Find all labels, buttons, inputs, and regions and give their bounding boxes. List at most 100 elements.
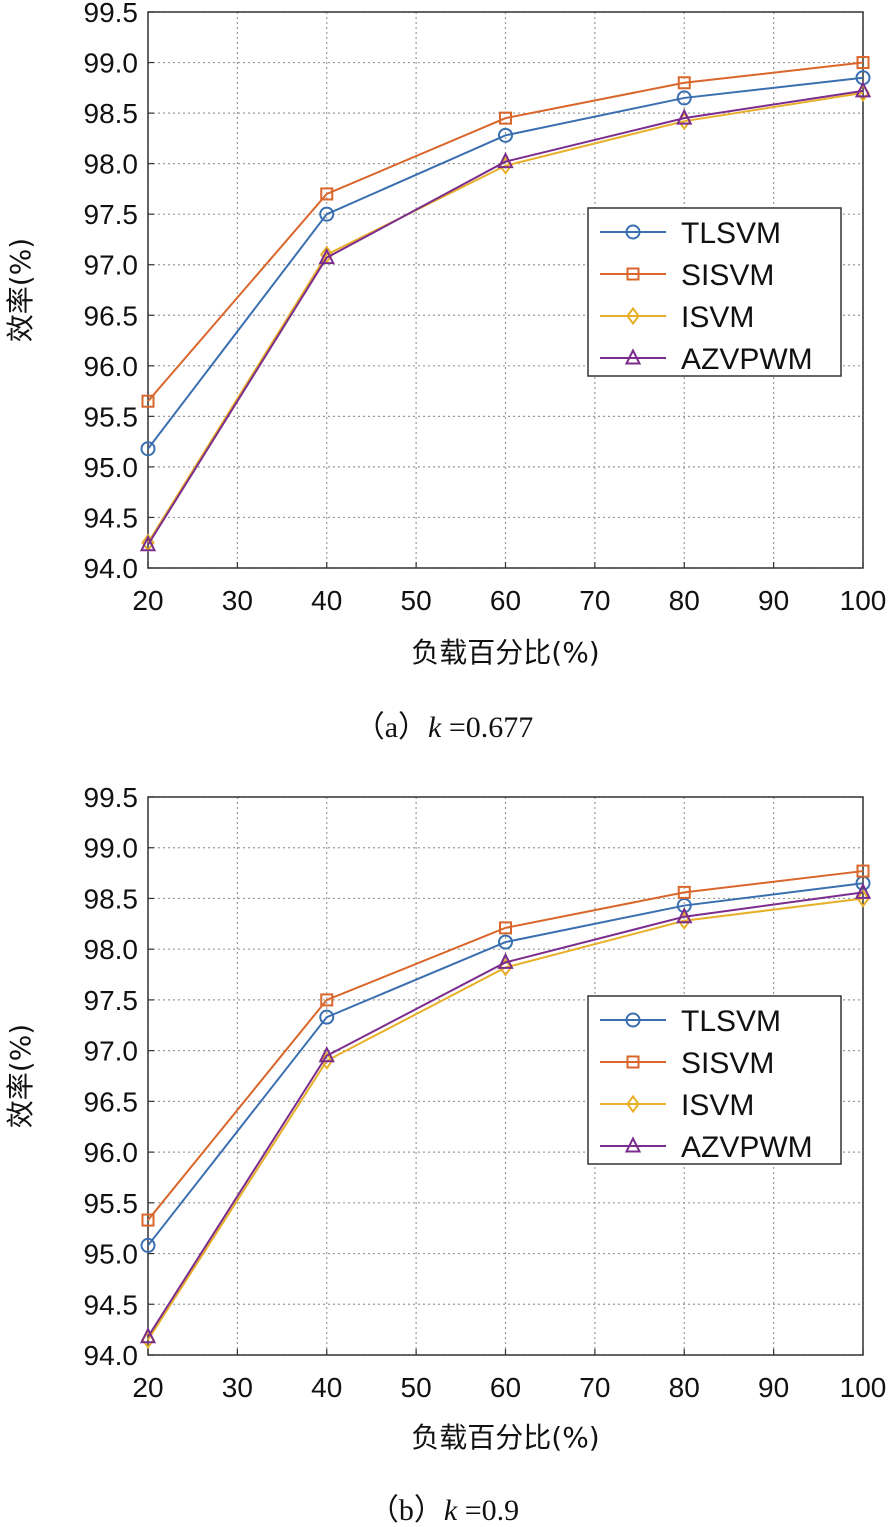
x-tick-label: 30 bbox=[222, 585, 253, 616]
legend-entry: TLSVM bbox=[600, 217, 781, 250]
x-tick-label: 100 bbox=[840, 1372, 887, 1403]
chart-panel-a: 20 30 40 50 60 70 80 90 100 94.0 94.5 95.0 95.5 96.0 9… bbox=[4, 0, 886, 744]
y-tick-label: 96.5 bbox=[84, 300, 139, 331]
figure-caption: （a）k =0.677 bbox=[355, 711, 534, 744]
legend-entry: ISVM bbox=[600, 301, 754, 334]
data-point bbox=[318, 1045, 335, 1063]
y-tick-label: 97.0 bbox=[84, 250, 139, 281]
series-sisvm bbox=[141, 864, 870, 1227]
series-line bbox=[147, 76, 864, 450]
data-point bbox=[498, 127, 513, 143]
x-tick-label: 20 bbox=[132, 1372, 163, 1403]
x-tick-label: 70 bbox=[579, 1372, 610, 1403]
x-tick-label: 100 bbox=[840, 585, 887, 616]
data-point bbox=[497, 952, 514, 969]
data-point bbox=[139, 535, 157, 552]
y-tick-label: 95.0 bbox=[84, 452, 139, 483]
data-point bbox=[141, 1213, 155, 1227]
legend-label: AZVPWM bbox=[681, 343, 813, 376]
series-line bbox=[147, 882, 864, 1247]
data-point bbox=[676, 90, 692, 106]
x-tick-label: 30 bbox=[222, 1372, 253, 1403]
data-point bbox=[140, 1237, 156, 1253]
data-point bbox=[499, 921, 512, 935]
y-tick-label: 97.5 bbox=[84, 985, 139, 1016]
y-axis-title: 效率(%) bbox=[4, 1024, 37, 1128]
x-tick-label: 40 bbox=[311, 1372, 342, 1403]
y-tick-label: 95.5 bbox=[84, 401, 139, 432]
data-point bbox=[141, 394, 155, 408]
data-point bbox=[676, 108, 693, 125]
y-tick-label: 96.0 bbox=[84, 1137, 139, 1168]
legend-box bbox=[587, 207, 842, 377]
legend-label: TLSVM bbox=[681, 1005, 781, 1038]
data-point bbox=[856, 889, 870, 908]
y-tick-label: 99.5 bbox=[84, 782, 139, 813]
data-point bbox=[320, 245, 334, 264]
legend-label: TLSVM bbox=[681, 217, 781, 250]
x-axis-title: 负载百分比(%) bbox=[411, 636, 599, 669]
data-point bbox=[498, 934, 513, 950]
legend-label: SISVM bbox=[681, 259, 774, 292]
x-tick-label: 60 bbox=[490, 1372, 521, 1403]
legend-marker bbox=[626, 267, 640, 281]
y-tick-label: 95.0 bbox=[84, 1239, 139, 1270]
data-point bbox=[320, 993, 334, 1007]
legend-marker bbox=[626, 1055, 640, 1069]
data-point bbox=[677, 885, 691, 899]
caption-variable: k bbox=[444, 1494, 458, 1527]
x-tick-label: 60 bbox=[490, 585, 521, 616]
data-point bbox=[319, 1009, 335, 1025]
series-azvpwm bbox=[139, 81, 872, 552]
x-tick-label: 20 bbox=[132, 585, 163, 616]
data-point bbox=[856, 56, 870, 70]
data-point bbox=[854, 81, 872, 98]
y-tick-label: 99.5 bbox=[84, 0, 139, 28]
y-tick-label: 98.5 bbox=[84, 98, 139, 129]
data-point bbox=[320, 1051, 334, 1070]
legend-label: ISVM bbox=[681, 301, 754, 334]
caption-prefix: （a） bbox=[355, 711, 428, 744]
y-tick-label: 99.0 bbox=[84, 833, 139, 864]
legend-entry: TLSVM bbox=[600, 1005, 781, 1038]
y-tick-label: 96.0 bbox=[84, 351, 139, 382]
legend-marker bbox=[624, 348, 642, 365]
legend-label: SISVM bbox=[681, 1047, 774, 1080]
x-tick-label: 70 bbox=[579, 585, 610, 616]
y-tick-label: 97.5 bbox=[84, 199, 139, 230]
series-line bbox=[147, 870, 864, 1221]
y-tick-label: 98.0 bbox=[84, 934, 139, 965]
series-tlsvm bbox=[140, 70, 871, 457]
data-point bbox=[856, 864, 870, 878]
y-tick-label: 98.5 bbox=[84, 883, 139, 914]
x-tick-label: 90 bbox=[758, 585, 789, 616]
x-tick-label: 80 bbox=[669, 585, 700, 616]
data-point bbox=[677, 76, 691, 90]
caption-value: =0.9 bbox=[457, 1494, 519, 1527]
chart-panel-b: 20 30 40 50 60 70 80 90 100 94.0 94.5 95.0 95.5 96.0 9… bbox=[4, 782, 886, 1527]
y-tick-label: 97.0 bbox=[84, 1036, 139, 1067]
legend: TLSVM SISVM ISVM AZVPWM bbox=[587, 207, 842, 377]
legend-entry: SISVM bbox=[600, 259, 774, 292]
y-axis-title: 效率(%) bbox=[4, 238, 37, 342]
data-point bbox=[319, 206, 335, 222]
y-tick-label: 94.0 bbox=[84, 1340, 139, 1371]
legend-entry: AZVPWM bbox=[600, 1131, 813, 1164]
data-point bbox=[318, 247, 335, 265]
y-tick-label: 94.5 bbox=[84, 502, 139, 533]
y-tick-label: 98.0 bbox=[84, 149, 139, 180]
x-tick-label: 40 bbox=[311, 585, 342, 616]
legend-entry: SISVM bbox=[600, 1047, 774, 1080]
data-point bbox=[676, 906, 693, 924]
caption-value: =0.677 bbox=[441, 711, 533, 744]
legend-label: ISVM bbox=[681, 1089, 754, 1122]
y-tick-label: 96.5 bbox=[84, 1086, 139, 1117]
legend: TLSVM SISVM ISVM AZVPWM bbox=[587, 995, 842, 1165]
caption-prefix: （b） bbox=[369, 1494, 444, 1527]
series-line bbox=[147, 89, 864, 546]
x-tick-label: 80 bbox=[669, 1372, 700, 1403]
data-point bbox=[499, 111, 512, 125]
figure-caption: （b）k =0.9 bbox=[369, 1494, 519, 1527]
legend-marker bbox=[624, 1136, 642, 1153]
